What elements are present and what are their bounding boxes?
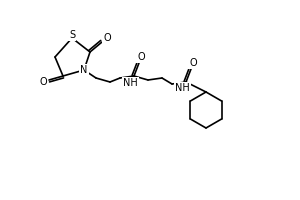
Text: S: S (69, 30, 75, 40)
Text: O: O (189, 58, 197, 68)
Text: O: O (137, 52, 145, 62)
Text: NH: NH (175, 83, 190, 93)
Text: N: N (80, 65, 88, 75)
Text: O: O (103, 33, 111, 43)
Text: NH: NH (123, 78, 138, 88)
Text: O: O (39, 77, 47, 87)
